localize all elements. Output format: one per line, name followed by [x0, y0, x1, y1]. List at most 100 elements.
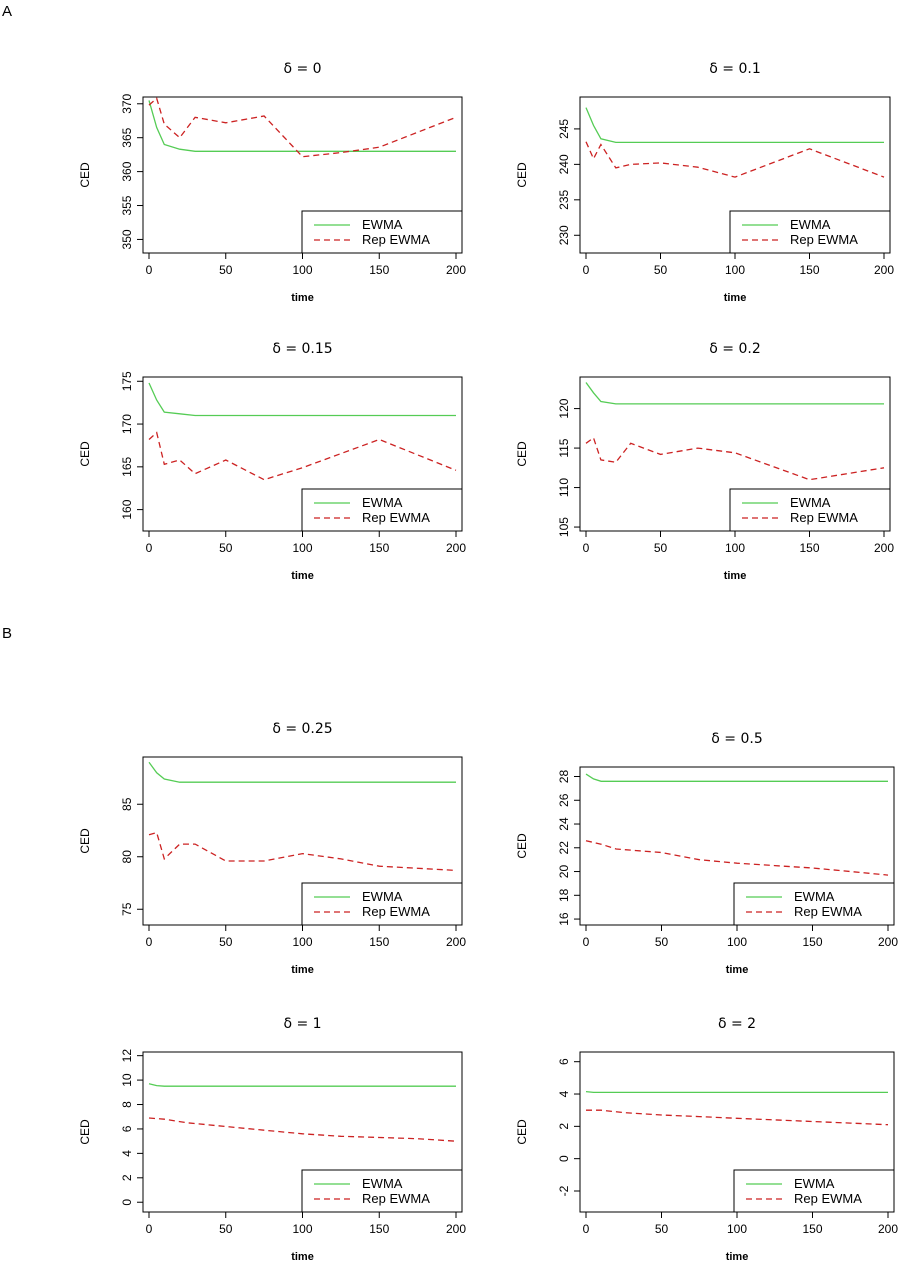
x-tick-label: 150 [799, 263, 819, 277]
y-tick-label: 80 [120, 850, 134, 864]
x-tick-label: 0 [146, 1222, 153, 1236]
x-tick-label: 0 [583, 935, 590, 949]
x-tick-label: 150 [369, 935, 389, 949]
x-tick-label: 150 [802, 1222, 822, 1236]
x-tick-label: 50 [655, 935, 669, 949]
x-axis-label: time [291, 1251, 314, 1263]
y-tick-label: 370 [120, 93, 134, 113]
y-axis-label: CED [515, 441, 529, 467]
x-tick-label: 200 [446, 263, 466, 277]
legend-box [733, 882, 895, 926]
ewma-line [148, 382, 456, 417]
y-tick-label: 4 [120, 1150, 134, 1157]
y-tick-label: 350 [120, 229, 134, 249]
x-tick-label: 100 [727, 935, 747, 949]
y-tick-label: 170 [120, 414, 134, 434]
x-axis-label: time [726, 964, 749, 976]
x-tick-label: 50 [219, 263, 233, 277]
legend-box [729, 488, 891, 532]
legend-box [733, 1169, 895, 1213]
legend-entry: EWMA [790, 217, 831, 232]
y-tick-label: 105 [557, 517, 571, 537]
ewma-line [585, 773, 888, 782]
x-tick-label: 0 [146, 935, 153, 949]
ewma-line [585, 107, 884, 144]
x-tick-label: 150 [369, 263, 389, 277]
chart-title: δ = 0.1 [709, 61, 760, 77]
x-tick-label: 50 [654, 541, 668, 555]
rep-ewma-line [148, 431, 457, 481]
legend-entry: EWMA [794, 889, 835, 904]
legend-entry: EWMA [790, 495, 831, 510]
legend-entry: Rep EWMA [794, 1191, 862, 1206]
y-tick-label: 110 [557, 478, 571, 497]
x-tick-label: 50 [219, 541, 233, 555]
chart-1: δ = 0 350 355 360 365 370 0 50 100 150 200 time CED E… [78, 61, 466, 304]
y-tick-label: 75 [120, 902, 134, 916]
rep-ewma-line [585, 840, 889, 876]
legend-box [301, 1169, 463, 1213]
y-tick-label: 6 [120, 1125, 134, 1132]
x-tick-label: 200 [874, 541, 894, 555]
x-axis-label: time [724, 570, 747, 582]
x-tick-label: 0 [583, 1222, 590, 1236]
y-tick-label: 165 [120, 457, 134, 477]
chart-title: δ = 0.25 [272, 721, 332, 737]
chart-title: δ = 0 [283, 61, 321, 77]
rep-ewma-line [586, 1109, 889, 1126]
x-tick-label: 200 [446, 541, 466, 555]
y-axis-label: CED [78, 441, 92, 467]
y-tick-label: 4 [557, 1090, 571, 1097]
legend-entry: EWMA [794, 1176, 835, 1191]
y-axis-label: CED [515, 1119, 529, 1145]
legend-entry: Rep EWMA [362, 904, 430, 919]
x-tick-label: 200 [878, 935, 898, 949]
x-axis-label: time [291, 964, 314, 976]
y-tick-label: 240 [557, 154, 571, 174]
x-tick-label: 100 [725, 263, 745, 277]
y-tick-label: 115 [557, 438, 571, 457]
legend-entry: EWMA [362, 1176, 403, 1191]
chart-title: δ = 0.15 [272, 341, 332, 357]
y-tick-label: 160 [120, 499, 134, 519]
x-tick-label: 0 [583, 541, 590, 555]
legend-box [301, 210, 463, 254]
x-axis-label: time [726, 1251, 749, 1263]
y-tick-label: 8 [120, 1101, 134, 1108]
ewma-line [148, 100, 456, 152]
rep-ewma-line [585, 436, 885, 481]
x-tick-label: 150 [802, 935, 822, 949]
y-tick-label: 360 [120, 161, 134, 181]
y-tick-label: 120 [557, 398, 571, 418]
chart-title: δ = 2 [718, 1016, 756, 1032]
x-tick-label: 150 [799, 541, 819, 555]
x-tick-label: 100 [292, 263, 312, 277]
x-tick-label: 100 [725, 541, 745, 555]
y-tick-label: 6 [557, 1058, 571, 1065]
y-axis-label: CED [78, 1119, 92, 1145]
legend-entry: EWMA [362, 495, 403, 510]
legend-entry: EWMA [362, 889, 403, 904]
y-tick-label: 16 [557, 912, 571, 926]
x-tick-label: 200 [878, 1222, 898, 1236]
rep-ewma-line [148, 831, 457, 872]
rep-ewma-line [148, 1117, 457, 1142]
x-tick-label: 50 [219, 935, 233, 949]
x-tick-label: 100 [727, 1222, 747, 1236]
y-tick-label: 0 [120, 1199, 134, 1206]
ewma-line [148, 1083, 456, 1087]
legend-entry: Rep EWMA [362, 1191, 430, 1206]
y-tick-label: 230 [557, 225, 571, 245]
x-tick-label: 100 [292, 541, 312, 555]
legend-entry: Rep EWMA [362, 510, 430, 525]
y-tick-label: 85 [120, 797, 134, 811]
x-tick-label: 0 [146, 541, 153, 555]
rep-ewma-line [148, 97, 457, 158]
panel-label-b: B [2, 625, 12, 642]
chart-7: δ = 1 0 2 4 6 8 10 12 0 50 100 150 200 time CED EWMARep… [78, 1016, 466, 1263]
legend-box [729, 210, 891, 254]
y-tick-label: 0 [557, 1155, 571, 1162]
chart-5: δ = 0.25 75 80 85 0 50 100 150 200 time CED EWMARep… [78, 721, 466, 976]
